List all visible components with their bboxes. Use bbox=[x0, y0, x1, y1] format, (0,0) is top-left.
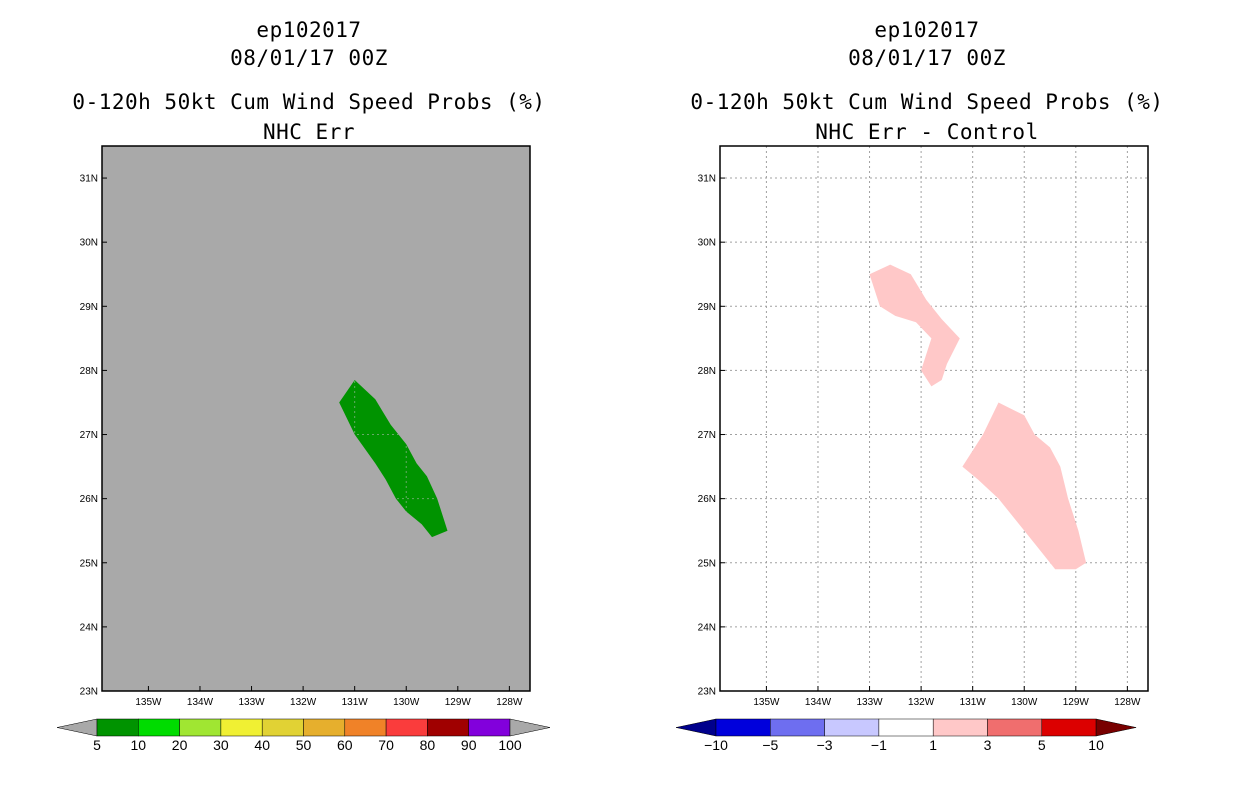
colorbar-label: 10 bbox=[1088, 737, 1104, 753]
storm-id-title: ep102017 bbox=[874, 18, 980, 42]
colorbar-segment bbox=[385, 718, 428, 737]
product-title: 0-120h 50kt Cum Wind Speed Probs (%) bbox=[72, 90, 546, 114]
colorbar-label: 100 bbox=[498, 737, 522, 753]
y-tick-label: 25N bbox=[698, 558, 716, 569]
x-tick-label: 128W bbox=[1114, 697, 1141, 708]
colorbar-label: 60 bbox=[337, 737, 353, 753]
colorbar-label: −10 bbox=[704, 737, 728, 753]
x-tick-label: 131W bbox=[960, 697, 987, 708]
y-tick-label: 31N bbox=[80, 174, 98, 185]
colorbar-segment bbox=[179, 718, 222, 737]
y-tick-label: 25N bbox=[80, 558, 98, 569]
product-title: 0-120h 50kt Cum Wind Speed Probs (%) bbox=[690, 90, 1164, 114]
colorbar-label: 90 bbox=[461, 737, 477, 753]
y-tick-label: 24N bbox=[80, 622, 98, 633]
probability-region-1-3 bbox=[962, 402, 1087, 570]
colorbar-label: 70 bbox=[378, 737, 394, 753]
colorbar-segment bbox=[878, 718, 934, 737]
y-tick-label: 30N bbox=[698, 238, 716, 249]
plot-frame bbox=[719, 145, 1149, 692]
date-title: 08/01/17 00Z bbox=[848, 46, 1006, 70]
x-tick-label: 133W bbox=[238, 697, 265, 708]
y-tick-label: 30N bbox=[80, 238, 98, 249]
probability-map-chart: 23N 24N 25N 26N 27N 28N 29N 30N 31N 135W 134W 133W 1… bbox=[56, 145, 551, 753]
colorbar-label: 1 bbox=[929, 737, 937, 753]
x-tick-label: 135W bbox=[135, 697, 162, 708]
x-tick-label: 131W bbox=[342, 697, 369, 708]
x-tick-label: 129W bbox=[445, 697, 472, 708]
y-tick-label: 23N bbox=[698, 687, 716, 698]
colorbar: 5 10 20 30 40 50 60 70 80 90 100 bbox=[56, 718, 551, 753]
colorbar-label: 5 bbox=[93, 737, 101, 753]
y-tick-label: 23N bbox=[80, 687, 98, 698]
colorbar-segment bbox=[715, 718, 771, 737]
gridlines bbox=[720, 146, 1148, 691]
colorbar-over-triangle bbox=[1095, 718, 1137, 737]
x-tick-label: 134W bbox=[805, 697, 832, 708]
colorbar-label: 5 bbox=[1038, 737, 1046, 753]
y-tick-label: 29N bbox=[80, 302, 98, 313]
subtitle: NHC Err bbox=[262, 120, 355, 144]
colorbar-segment bbox=[138, 718, 180, 737]
y-tick-label: 31N bbox=[698, 174, 716, 185]
x-tick-label: 129W bbox=[1063, 697, 1090, 708]
colorbar-segment bbox=[303, 718, 346, 737]
colorbar-label: 50 bbox=[296, 737, 312, 753]
plot-area bbox=[102, 146, 530, 691]
y-tick-label: 28N bbox=[80, 366, 98, 377]
y-tick-label: 24N bbox=[698, 622, 716, 633]
x-tick-label: 128W bbox=[496, 697, 523, 708]
colorbar-segment bbox=[344, 718, 387, 737]
colorbar-label: 30 bbox=[213, 737, 229, 753]
y-tick-label: 26N bbox=[80, 494, 98, 505]
probability-region-5-10 bbox=[339, 380, 448, 538]
probability-region-1-3 bbox=[869, 264, 960, 387]
colorbar-segment bbox=[220, 718, 263, 737]
colorbar-label: −1 bbox=[871, 737, 887, 753]
x-tick-label: 132W bbox=[290, 697, 317, 708]
colorbar-label: 3 bbox=[984, 737, 992, 753]
colorbar-segment bbox=[987, 718, 1043, 737]
y-tick-label: 27N bbox=[80, 430, 98, 441]
plot-frame bbox=[101, 145, 531, 692]
colorbar-label: 10 bbox=[131, 737, 147, 753]
colorbar-under-triangle bbox=[675, 718, 717, 737]
colorbar-segment bbox=[261, 718, 304, 737]
colorbar-segment bbox=[427, 718, 469, 737]
x-tick-label: 132W bbox=[908, 697, 935, 708]
colorbar-segment bbox=[932, 718, 988, 737]
storm-id-title: ep102017 bbox=[256, 18, 362, 42]
date-title: 08/01/17 00Z bbox=[230, 46, 388, 70]
x-tick-label: 130W bbox=[393, 697, 420, 708]
left-panel: ep102017 08/01/17 00Z 0-120h 50kt Cum Wi… bbox=[56, 18, 551, 753]
colorbar-label: 40 bbox=[254, 737, 270, 753]
y-tick-label: 28N bbox=[698, 366, 716, 377]
colorbar-label: 80 bbox=[420, 737, 436, 753]
colorbar-segment bbox=[1041, 718, 1097, 737]
plot-area bbox=[720, 146, 1148, 691]
subtitle: NHC Err - Control bbox=[815, 120, 1039, 144]
colorbar-segment bbox=[824, 718, 880, 737]
x-tick-label: 135W bbox=[753, 697, 780, 708]
colorbar-under-triangle bbox=[56, 718, 98, 737]
difference-map-chart: 23N 24N 25N 26N 27N 28N 29N 30N 31N 135W 134W 133W 1… bbox=[675, 145, 1149, 753]
x-tick-label: 130W bbox=[1011, 697, 1038, 708]
right-panel: ep102017 08/01/17 00Z 0-120h 50kt Cum Wi… bbox=[618, 0, 1236, 800]
colorbar-segment bbox=[96, 718, 139, 737]
colorbar-label: −5 bbox=[762, 737, 778, 753]
colorbar-over-triangle bbox=[509, 718, 551, 737]
y-tick-label: 29N bbox=[698, 302, 716, 313]
colorbar-segment bbox=[468, 718, 511, 737]
colorbar: −10 −5 −3 −1 1 3 5 10 bbox=[675, 718, 1137, 753]
colorbar-label: 20 bbox=[172, 737, 188, 753]
colorbar-segment bbox=[770, 718, 825, 737]
x-tick-label: 134W bbox=[187, 697, 214, 708]
y-tick-label: 27N bbox=[698, 430, 716, 441]
colorbar-label: −3 bbox=[817, 737, 833, 753]
x-tick-label: 133W bbox=[856, 697, 883, 708]
y-tick-label: 26N bbox=[698, 494, 716, 505]
